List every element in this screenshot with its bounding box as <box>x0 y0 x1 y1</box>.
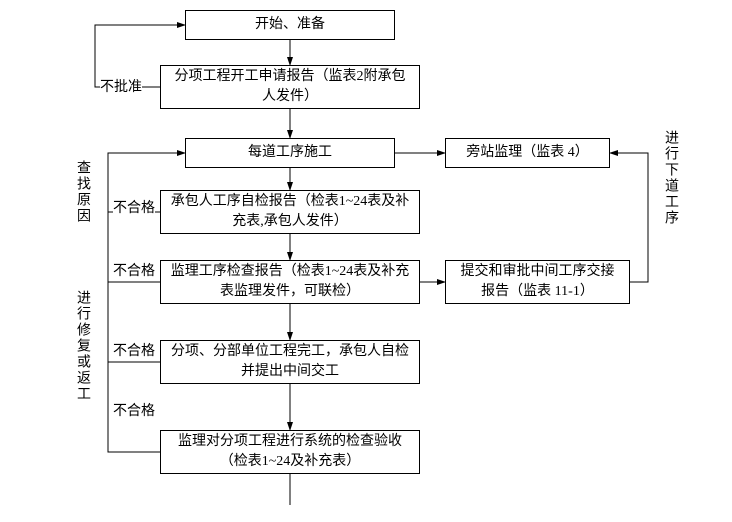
vlabel-repair-rework: 进行修复或返工 <box>72 290 92 402</box>
node-text: 分项、分部单位工程完工，承包人自检并提出中间交工 <box>169 342 411 381</box>
node-process-construction: 每道工序施工 <box>185 138 395 168</box>
node-application-report: 分项工程开工申请报告（监表2附承包人发件） <box>160 65 420 109</box>
node-submit-approve: 提交和审批中间工序交接报告（监表 11-1） <box>445 260 630 304</box>
node-text: 监理工序检查报告（检表1~24表及补充表监理发件，可联检） <box>169 262 411 301</box>
node-side-supervision: 旁站监理（监表 4） <box>445 138 610 168</box>
edge-label-fail-4: 不合格 <box>113 400 155 420</box>
node-system-acceptance: 监理对分项工程进行系统的检查验收（检表1~24及补充表） <box>160 430 420 474</box>
node-text: 监理对分项工程进行系统的检查验收（检表1~24及补充表） <box>169 432 411 471</box>
node-text: 开始、准备 <box>255 15 325 35</box>
edge-label-not-approved: 不批准 <box>100 76 142 96</box>
edge-label-fail-1: 不合格 <box>113 197 155 217</box>
node-text: 提交和审批中间工序交接报告（监表 11-1） <box>454 262 621 301</box>
edge-label-fail-2: 不合格 <box>113 260 155 280</box>
node-self-check-report: 承包人工序自检报告（检表1~24表及补充表,承包人发件） <box>160 190 420 234</box>
edge-label-fail-3: 不合格 <box>113 340 155 360</box>
node-supervision-check-report: 监理工序检查报告（检表1~24表及补充表监理发件，可联检） <box>160 260 420 304</box>
node-text: 每道工序施工 <box>248 143 332 163</box>
node-text: 旁站监理（监表 4） <box>466 143 589 163</box>
node-unit-complete: 分项、分部单位工程完工，承包人自检并提出中间交工 <box>160 340 420 384</box>
node-text: 承包人工序自检报告（检表1~24表及补充表,承包人发件） <box>169 192 411 231</box>
node-text: 分项工程开工申请报告（监表2附承包人发件） <box>169 67 411 106</box>
vlabel-next-process: 进行下道工序 <box>660 130 680 226</box>
vlabel-find-cause: 查找原因 <box>72 160 92 224</box>
node-start: 开始、准备 <box>185 10 395 40</box>
